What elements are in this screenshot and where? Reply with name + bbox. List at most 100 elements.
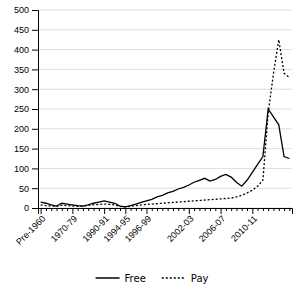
x-tick-mark [46, 208, 47, 211]
x-tick-mark [57, 208, 58, 211]
x-tick: 2002-03 [165, 208, 195, 244]
y-tick-label: 100 [14, 164, 29, 174]
x-tick [88, 208, 89, 211]
x-tick-mark [99, 208, 100, 211]
x-tick [162, 208, 163, 211]
grid-line [38, 168, 292, 169]
x-tick-mark [273, 208, 274, 211]
x-tick-mark [131, 208, 132, 211]
legend-label: Pay [191, 273, 209, 284]
x-tick [78, 208, 79, 211]
legend-item: Pay [162, 273, 209, 284]
x-tick-label: 2006-07 [197, 214, 227, 244]
x-tick-mark [226, 208, 227, 211]
legend-item: Free [96, 273, 146, 284]
y-tick-mark [32, 149, 38, 150]
x-tick-mark [252, 208, 253, 214]
x-tick-mark [157, 208, 158, 211]
x-tick-mark [162, 208, 163, 211]
y-tick-mark [32, 69, 38, 70]
x-tick: 2010-11 [229, 208, 259, 244]
x-tick [242, 208, 243, 211]
x-tick-mark [109, 208, 110, 211]
x-tick [67, 208, 68, 211]
x-tick-mark [178, 208, 179, 211]
x-tick-mark [189, 208, 190, 214]
y-tick-label: 50 [19, 184, 29, 194]
x-tick-mark [263, 208, 264, 211]
x-tick [247, 208, 248, 211]
x-tick [194, 208, 195, 211]
x-tick [99, 208, 100, 211]
x-tick-mark [94, 208, 95, 211]
x-tick [157, 208, 158, 211]
grid-line [38, 69, 292, 70]
y-tick-label: 350 [14, 65, 29, 75]
x-tick-label: 1996-99 [123, 214, 153, 244]
x-axis-line [39, 209, 293, 215]
x-tick-mark [136, 208, 137, 211]
y-tick-label: 500 [14, 5, 29, 15]
x-tick [46, 208, 47, 211]
x-tick-mark [51, 208, 52, 211]
x-tick-mark [141, 208, 142, 211]
y-tick-mark [32, 50, 38, 51]
x-tick [178, 208, 179, 211]
y-tick: 200 [14, 124, 38, 134]
x-tick-mark [104, 208, 105, 214]
x-tick [168, 208, 169, 211]
y-tick-mark [32, 30, 38, 31]
x-tick [94, 208, 95, 211]
x-tick-mark [120, 208, 121, 211]
x-tick: 2006-07 [197, 208, 227, 244]
x-tick-label: 1970-79 [49, 214, 79, 244]
x-tick-mark [152, 208, 153, 211]
x-tick [184, 208, 185, 211]
x-tick-mark [168, 208, 169, 211]
x-tick [215, 208, 216, 211]
x-tick-mark [115, 208, 116, 211]
x-tick-mark [83, 208, 84, 211]
x-tick-mark [236, 208, 237, 211]
x-tick [273, 208, 274, 211]
series-line [41, 40, 290, 207]
x-tick [57, 208, 58, 211]
series-line [41, 109, 290, 207]
grid-line [38, 49, 292, 50]
x-tick [199, 208, 200, 211]
legend-swatch [96, 277, 120, 279]
x-tick [226, 208, 227, 211]
grid-line [38, 89, 292, 90]
y-tick: 250 [14, 104, 38, 114]
grid [38, 10, 292, 208]
grid-line [38, 10, 292, 11]
x-tick-mark [41, 208, 42, 214]
x-tick-mark [268, 208, 269, 211]
x-tick [83, 208, 84, 211]
plot: 050100150200250300350400450500Pre-196019… [14, 5, 293, 246]
x-tick-mark [78, 208, 79, 211]
y-tick: 500 [14, 5, 38, 15]
y-tick-mark [32, 109, 38, 110]
x-tick [289, 208, 290, 211]
y-tick-label: 450 [14, 25, 29, 35]
x-tick: 1970-79 [49, 208, 79, 244]
grid-line [38, 109, 292, 110]
x-tick-mark [67, 208, 68, 211]
y-tick: 0 [24, 203, 38, 213]
x-axis: Pre-19601970-791990-911994-951996-992002… [14, 208, 292, 247]
y-tick: 150 [14, 144, 38, 154]
x-tick-mark [210, 208, 211, 211]
y-axis-line [32, 11, 39, 209]
y-tick: 400 [14, 45, 38, 55]
x-tick-mark [173, 208, 174, 211]
legend-label: Free [125, 273, 146, 284]
x-tick-mark [279, 208, 280, 211]
y-tick-label: 150 [14, 144, 29, 154]
x-tick [51, 208, 52, 211]
x-tick-label: 2002-03 [165, 214, 195, 244]
y-tick-label: 250 [14, 104, 29, 114]
x-tick [173, 208, 174, 211]
x-tick [268, 208, 269, 211]
grid-line [38, 148, 292, 149]
